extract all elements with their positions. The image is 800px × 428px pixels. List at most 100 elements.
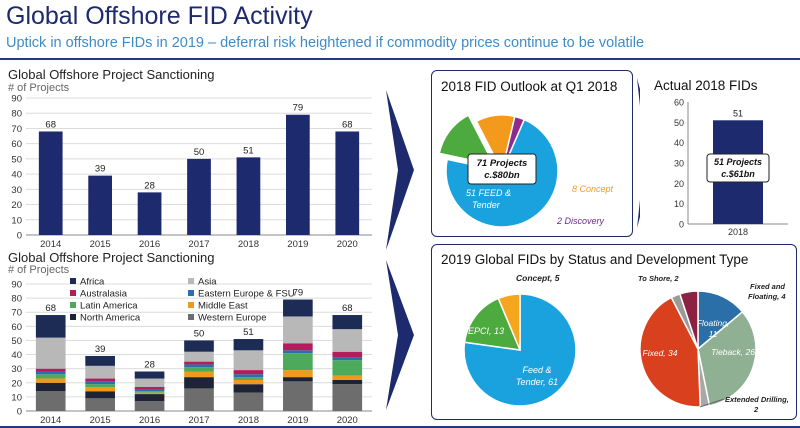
legend-label: Western Europe (198, 313, 266, 324)
data-label: 28 (144, 180, 155, 191)
stacked-bar-segment (85, 365, 115, 379)
slice-label: Tieback, 26 (711, 347, 755, 357)
status-title: 2019 Global FIDs by Status and Developme… (441, 252, 749, 267)
legend-label: Middle East (198, 301, 248, 312)
stacked-bar-segment (283, 381, 313, 411)
data-label: 39 (95, 164, 106, 175)
pie-slice (438, 114, 496, 166)
center-label-line: c.$61bn (721, 169, 755, 179)
data-label: 68 (45, 119, 56, 130)
x-tick-label: 2014 (40, 415, 61, 426)
stacked-bar-segment (85, 381, 115, 385)
y-tick-label: 40 (11, 170, 22, 181)
stacked-bar-segment (184, 367, 214, 372)
stacked-bar-segment (35, 337, 66, 369)
slice-label: Fixed, 34 (643, 348, 678, 358)
stacked-bar-segment (35, 368, 66, 372)
data-label: 50 (194, 328, 205, 339)
x-tick-label: 2020 (337, 415, 358, 426)
slice-label: Feed & (522, 365, 551, 375)
data-label: 51 (733, 108, 743, 118)
bar (187, 158, 211, 235)
stacked-bar-segment (35, 371, 66, 375)
actual-panel: Actual 2018 FIDs 0 10 20 30 40 50 60 51 2018 51 P… (640, 70, 796, 235)
chevron-right-icon (386, 90, 414, 250)
stacked-bar-segment (332, 315, 363, 330)
stacked-bar-segment (283, 377, 313, 382)
y-tick-label: 60 (11, 139, 22, 150)
x-tick-label: 2019 (287, 239, 308, 250)
y-tick-label: 20 (674, 179, 684, 189)
y-tick-label: 40 (11, 350, 22, 361)
stacked-bar-segment (134, 387, 165, 390)
y-tick-label: 10 (674, 199, 684, 209)
x-tick-label: 2018 (238, 415, 259, 426)
slice-label: EPCI (554, 148, 576, 158)
stacked-bar-segment (35, 378, 66, 383)
data-label: 51 (243, 327, 254, 338)
y-tick-label: 30 (11, 364, 22, 375)
pie-slice (463, 297, 522, 351)
stacked-bar-segment (85, 391, 115, 399)
data-label: 51 (243, 145, 254, 156)
flow-arrows (386, 90, 414, 410)
stacked-bar-segment (134, 371, 165, 379)
bar (285, 114, 310, 235)
title-divider (0, 58, 800, 60)
stacked-bar-segment (283, 343, 313, 351)
legend-label: Asia (198, 277, 217, 288)
stacked-bar-segment (184, 377, 214, 389)
pie-slice (678, 290, 699, 350)
stacked-bar-segment (35, 382, 66, 392)
x-tick-label: 2015 (90, 415, 111, 426)
stacked-bar-segment (283, 353, 313, 371)
stacked-bar-segment (233, 374, 264, 378)
stacked-bar-segment (184, 351, 214, 362)
data-label: 79 (293, 103, 304, 114)
stacked-bar-segment (184, 361, 214, 365)
x-tick-label: 2015 (90, 239, 111, 250)
slice-label: Extended Drilling, (725, 395, 789, 404)
legend-label: Africa (80, 277, 105, 288)
y-tick-label: 10 (11, 215, 22, 226)
legend-swatch (70, 290, 76, 296)
outlook-panel: 2018 FID Outlook at Q1 2018 71 Projects c… (431, 70, 633, 237)
y-tick-label: 50 (11, 336, 22, 347)
x-tick-label: 2016 (139, 239, 160, 250)
slice-label: Floating, 4 (748, 292, 786, 301)
stacked-bar-segment (134, 394, 165, 402)
stacked-bar-segment (332, 329, 363, 352)
y-tick-label: 20 (11, 378, 22, 389)
legend-label: Eastern Europe & FSU (198, 289, 295, 300)
stacked-bar-segment (332, 357, 363, 361)
slice-label: 2 Discovery (556, 216, 605, 226)
y-tick-label: 40 (674, 138, 684, 148)
pie-slice (697, 310, 757, 407)
slice-label: 8 Concept (572, 184, 614, 194)
y-tick-label: 50 (11, 154, 22, 165)
outlook-title: 2018 FID Outlook at Q1 2018 (441, 79, 618, 94)
bar (236, 157, 261, 235)
bar (88, 175, 113, 235)
legend-swatch (188, 290, 194, 296)
center-label-line: c.$80bn (484, 170, 520, 181)
y-tick-label: 90 (11, 280, 22, 291)
slice-label: Floating, (697, 318, 730, 328)
data-label: 68 (45, 303, 56, 314)
chart-unit-bar: # of Projects (8, 82, 70, 94)
x-tick-label: 2017 (188, 415, 209, 426)
x-tick-label: 2014 (40, 239, 61, 250)
x-tick-label: 2016 (139, 415, 160, 426)
bar (137, 192, 162, 235)
y-tick-label: 0 (17, 407, 22, 418)
sanctioning-bar-chart: 0 10 20 30 40 50 60 70 80 90 2014 68 2015 39 2016 28 201… (11, 94, 372, 250)
stacked-bar-segment (134, 391, 165, 393)
stacked-bar-segment (35, 374, 66, 379)
slice-label: EPCI, 13 (468, 326, 504, 336)
x-tick-label: 2018 (728, 227, 748, 235)
slice-label: 10 (560, 137, 570, 147)
stacked-bar-segment (283, 350, 313, 354)
stacked-bar-segment (134, 392, 165, 395)
stacked-bar-segment (184, 371, 214, 378)
stacked-bar-segment (332, 384, 363, 411)
